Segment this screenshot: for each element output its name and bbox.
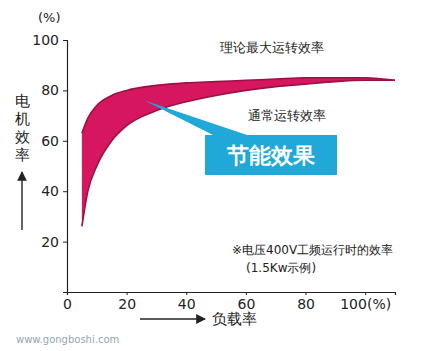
y-tick-line [63, 242, 67, 243]
y-axis-title: 电机效率 [15, 92, 30, 164]
x-tick-line [306, 292, 307, 295]
y-tick-line [63, 191, 67, 192]
saving-area [82, 78, 395, 227]
x-axis-arrow [140, 318, 205, 319]
x-tick-line [67, 292, 68, 295]
x-tick-line [127, 292, 128, 295]
y-axis: 20 40 60 80 100 [32, 32, 67, 293]
x-axis: 0 20 40 60 80 100(%) [63, 292, 395, 312]
x-tick-line [246, 292, 247, 295]
y-axis-title-char: 效 [15, 128, 30, 146]
x-tick-line [186, 292, 187, 295]
y-tick-line [63, 141, 67, 142]
y-axis-line [63, 41, 68, 293]
y-unit: (%) [38, 10, 61, 25]
y-tick: 100 [32, 32, 67, 48]
y-tick: 80 [41, 82, 67, 98]
note: (1.5Kw示例) [246, 261, 316, 275]
chart-container: 20 40 60 80 100 0 20 40 60 80 100(%) 电机效率 (%) 负载率 理论最大… [0, 0, 428, 351]
efficiency-line [82, 80, 395, 226]
y-tick-label: 60 [41, 133, 59, 149]
y-axis-arrow [21, 172, 22, 230]
x-tick: 0 [63, 292, 72, 312]
y-axis-title-char: 机 [15, 110, 30, 128]
x-tick-label: 20 [118, 296, 136, 312]
x-tick: 60 [237, 292, 255, 312]
x-tick: 40 [178, 292, 196, 312]
series-label: 理论最大运转效率 [220, 40, 324, 55]
y-axis-title-char: 电 [15, 92, 30, 110]
x-tick-label: 80 [297, 296, 315, 312]
y-tick-label: 20 [41, 234, 59, 250]
y-tick: 40 [41, 183, 67, 199]
x-tick: 20 [118, 292, 136, 312]
plot-marks [82, 78, 395, 227]
callout-text: 节能效果 [226, 143, 316, 168]
callout-box [205, 135, 337, 175]
x-tick-label: 40 [178, 296, 196, 312]
efficiency-line [82, 78, 395, 133]
chart-svg: 20 40 60 80 100 0 20 40 60 80 100(%) 电机效率 (%) 负载率 理论最大… [0, 0, 428, 351]
y-tick-label: 40 [41, 183, 59, 199]
y-axis-title-char: 率 [15, 146, 30, 164]
y-tick-line [63, 40, 67, 41]
y-tick: 20 [41, 234, 67, 250]
x-tick: 80 [297, 292, 315, 312]
x-tick-label: 100(%) [340, 296, 391, 312]
x-axis-line [68, 293, 396, 296]
x-tick-line [365, 292, 366, 295]
x-axis-title: 负载率 [212, 310, 257, 328]
watermark: www.gongboshi.com [16, 334, 119, 345]
callout-pointer [145, 100, 250, 136]
y-tick-label: 80 [41, 82, 59, 98]
x-tick-label: 0 [63, 296, 72, 312]
y-tick-label: 100 [32, 32, 59, 48]
y-tick-line [63, 90, 67, 91]
x-tick: 100(%) [340, 292, 391, 312]
series-label: 通常运转效率 [248, 108, 326, 123]
texts: 电机效率 (%) 负载率 理论最大运转效率通常运转效率节能效果 ※电压400V工频运行时… [15, 10, 394, 345]
note: ※电压400V工频运行时的效率 [232, 243, 393, 257]
y-tick: 60 [41, 133, 67, 149]
